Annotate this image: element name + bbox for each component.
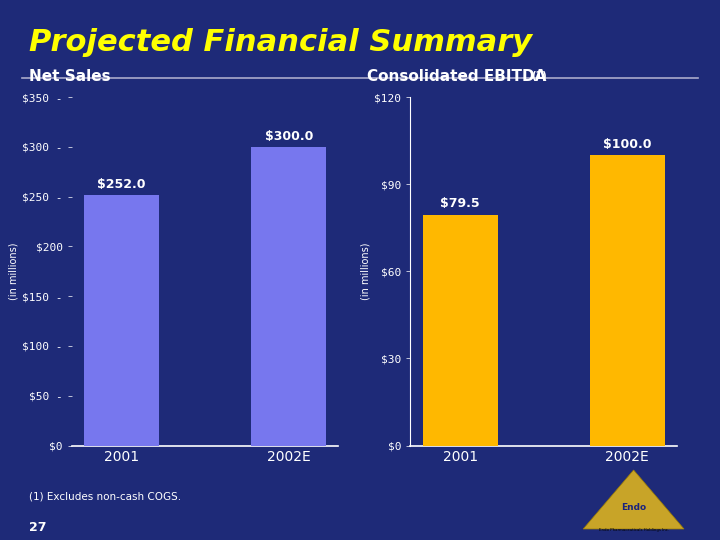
Text: (1): (1) [531, 71, 547, 81]
Bar [423, 215, 498, 446]
Polygon shape [583, 470, 684, 529]
Text: (1) Excludes non-cash COGS.: (1) Excludes non-cash COGS. [29, 491, 181, 502]
Bar [251, 147, 326, 446]
Text: Net Sales: Net Sales [29, 69, 110, 84]
Text: Endo: Endo [621, 503, 646, 512]
Text: Endo Pharmaceuticals Holdings Inc.: Endo Pharmaceuticals Holdings Inc. [598, 528, 669, 532]
Text: 27: 27 [29, 521, 46, 534]
Text: Projected Financial Summary: Projected Financial Summary [29, 28, 532, 57]
Text: $300.0: $300.0 [264, 130, 313, 143]
Text: $79.5: $79.5 [440, 198, 480, 211]
Text: $252.0: $252.0 [97, 178, 146, 191]
Text: $100.0: $100.0 [603, 138, 652, 151]
Text: Consolidated EBITDA: Consolidated EBITDA [367, 69, 546, 84]
Y-axis label: (in millions): (in millions) [360, 242, 370, 300]
Y-axis label: (in millions): (in millions) [9, 242, 18, 300]
Bar [84, 195, 159, 446]
Bar [590, 156, 665, 445]
